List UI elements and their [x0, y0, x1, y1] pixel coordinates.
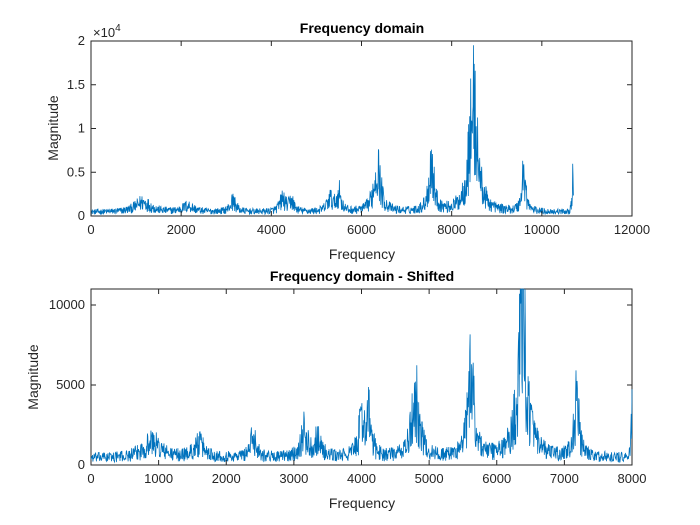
- x-tick-label: 2000: [212, 471, 241, 486]
- exponent-power: 4: [115, 23, 121, 34]
- bottom-xlabel: Frequency: [329, 495, 395, 511]
- bottom-axes: Frequency domain - Shifted 0 1000 2000 3000…: [25, 268, 646, 511]
- x-tick-label: 3000: [279, 471, 308, 486]
- top-axes: Frequency domain 0 2000 4000 6000 8000 10000 1…: [45, 20, 650, 262]
- spectrum-line: [90, 45, 574, 216]
- x-tick-label: 0: [87, 222, 94, 237]
- y-tick-label: 1.5: [67, 77, 85, 92]
- top-xticks: 0 2000 4000 6000 8000 10000 12000: [87, 41, 650, 237]
- bottom-series-group: [90, 288, 633, 464]
- x-tick-label: 7000: [550, 471, 579, 486]
- top-xlabel: Frequency: [329, 246, 395, 262]
- x-tick-label: 6000: [347, 222, 376, 237]
- top-yticks: 0 0.5 1 1.5 2: [67, 33, 632, 223]
- bottom-axes-frame: [90, 288, 633, 466]
- x-tick-label: 0: [87, 471, 94, 486]
- y-tick-label: 0.5: [67, 164, 85, 179]
- top-axes-frame: [90, 40, 633, 217]
- top-exponent-label: ×104: [93, 23, 121, 40]
- top-title: Frequency domain: [300, 20, 424, 36]
- spectrum-line: [90, 288, 633, 464]
- y-tick-label: 2: [78, 33, 85, 48]
- x-tick-label: 8000: [437, 222, 466, 237]
- x-tick-label: 2000: [167, 222, 196, 237]
- bottom-title: Frequency domain - Shifted: [270, 268, 454, 284]
- exponent-base: ×10: [93, 25, 115, 40]
- x-tick-label: 6000: [482, 471, 511, 486]
- bottom-ylabel: Magnitude: [25, 344, 41, 410]
- y-tick-label: 0: [78, 457, 85, 472]
- x-tick-label: 12000: [614, 222, 650, 237]
- y-tick-label: 5000: [56, 377, 85, 392]
- x-tick-label: 8000: [618, 471, 647, 486]
- x-tick-label: 5000: [415, 471, 444, 486]
- x-tick-label: 1000: [144, 471, 173, 486]
- y-tick-label: 0: [78, 208, 85, 223]
- top-ylabel: Magnitude: [45, 95, 61, 161]
- y-tick-label: 1: [78, 121, 85, 136]
- top-series-group: [90, 45, 574, 216]
- x-tick-label: 4000: [347, 471, 376, 486]
- bottom-xticks: 0 1000 2000 3000 4000 5000 6000 7000 8000: [87, 289, 646, 486]
- y-tick-label: 10000: [49, 297, 85, 312]
- x-tick-label: 4000: [257, 222, 286, 237]
- bottom-yticks: 0 5000 10000: [49, 297, 632, 472]
- x-tick-label: 10000: [524, 222, 560, 237]
